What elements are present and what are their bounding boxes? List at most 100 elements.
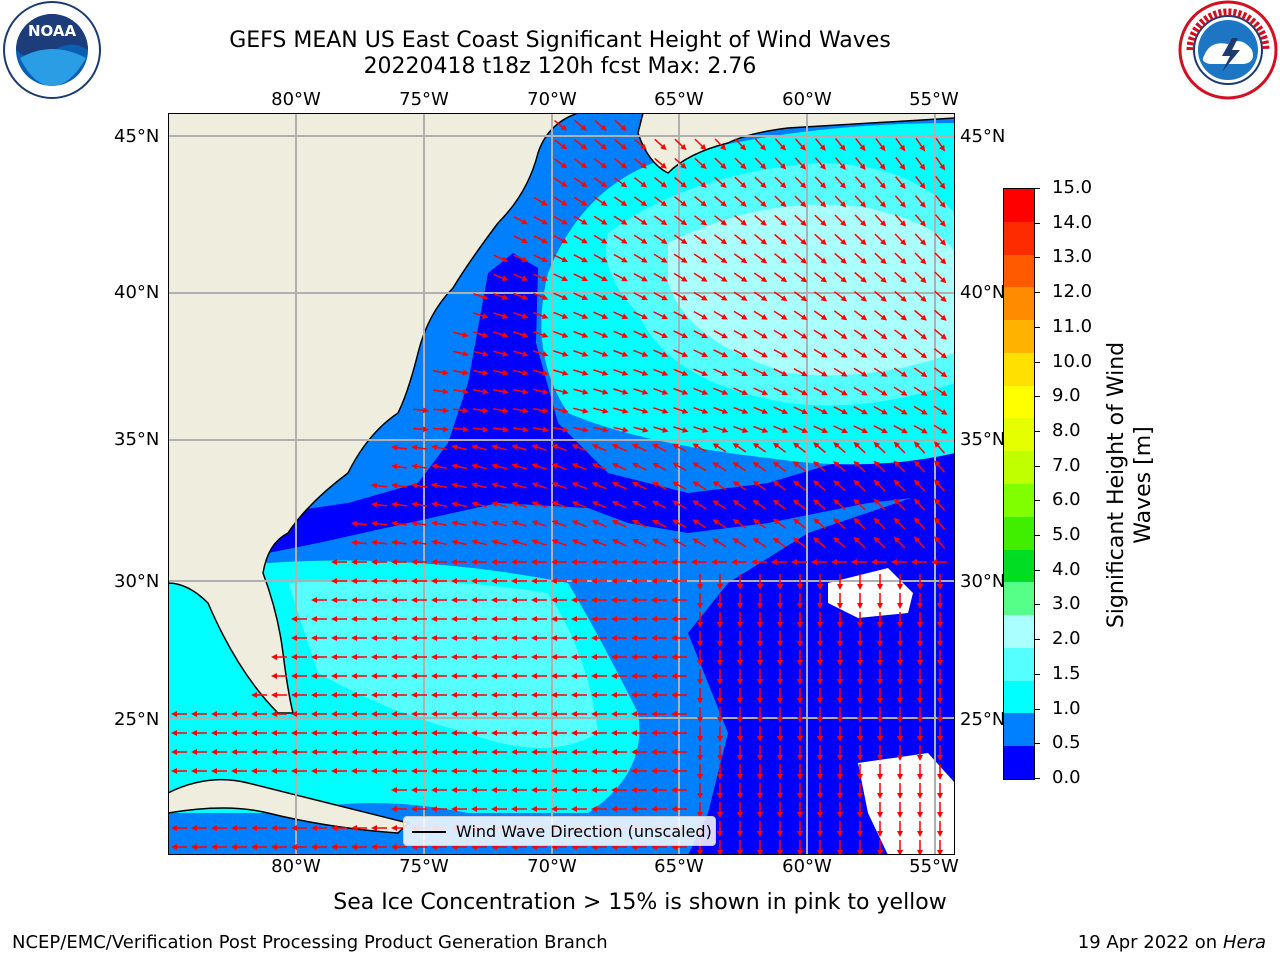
wave-direction-arrow [893,517,906,530]
wave-direction-arrow [875,157,886,171]
wave-direction-arrow [793,406,809,414]
footer-date: 19 Apr 2022 on Hera [1078,932,1266,953]
lon-label-bottom: 55°W [909,856,959,877]
colorbar-tick [1034,222,1040,224]
wave-direction-arrow [794,233,807,245]
wave-direction-arrow [934,479,946,492]
wave-direction-arrow [913,367,928,378]
wave-direction-arrow [753,387,769,395]
wave-direction-arrow [411,520,428,527]
wave-direction-arrow [553,215,568,225]
wave-direction-arrow [593,407,609,414]
wave-direction-arrow [512,407,529,414]
wave-direction-arrow [553,177,568,188]
wave-direction-arrow [733,368,749,376]
wave-direction-arrow [593,158,608,169]
wave-direction-arrow [653,253,668,263]
colorbar-segment [1004,746,1034,779]
wave-direction-arrow [674,138,687,151]
wave-direction-arrow [473,426,489,433]
wave-direction-arrow [733,310,748,320]
wave-direction-arrow [693,387,709,395]
wave-direction-arrow [934,460,946,473]
wave-direction-arrow [693,349,709,357]
wave-direction-arrow [533,330,549,338]
wave-direction-arrow [913,441,926,454]
wave-direction-arrow [794,253,807,264]
wave-direction-arrow [853,310,868,321]
wave-direction-arrow [834,195,847,208]
wave-direction-arrow [611,520,627,528]
wave-direction-arrow [673,368,689,376]
wave-direction-arrow [774,253,788,264]
wave-direction-arrow [652,519,667,528]
wave-direction-arrow [431,482,448,489]
wave-direction-arrow [633,292,648,301]
wave-direction-arrow [773,348,788,358]
wave-direction-arrow [391,501,407,508]
wave-direction-arrow [573,369,589,376]
wave-direction-arrow [692,481,707,491]
wave-direction-arrow [553,369,569,376]
wave-direction-arrow [753,253,768,264]
wave-direction-arrow [692,462,707,472]
wave-direction-arrow [813,480,826,492]
wave-direction-arrow [493,312,509,319]
wave-direction-arrow [893,498,906,511]
wave-direction-arrow [934,271,947,284]
wave-direction-arrow [813,367,828,377]
wave-direction-arrow [633,253,648,263]
wave-direction-arrow [533,369,549,376]
wave-direction-arrow [853,386,868,396]
wave-direction-arrow [934,309,947,321]
wave-direction-arrow [813,518,826,530]
wave-direction-arrow [652,462,667,471]
wave-direction-arrow [753,349,768,358]
wave-direction-arrow [533,235,548,244]
wave-direction-arrow [753,425,769,433]
wave-direction-arrow [631,500,647,509]
wave-direction-arrow [673,311,688,320]
wave-direction-arrow [411,463,428,470]
wave-direction-arrow [673,272,688,282]
wave-direction-arrow [752,537,767,548]
wave-direction-arrow [792,499,806,510]
wave-direction-arrow [674,196,688,207]
wave-direction-arrow [914,252,927,265]
wave-direction-arrow [693,253,708,264]
land-cuba [168,778,410,834]
lat-label-right: 30°N [960,571,1006,592]
wave-direction-arrow [713,272,728,282]
wave-direction-arrow [693,368,709,376]
wave-direction-arrow [793,291,808,302]
wave-direction-arrow [652,443,667,452]
footer-host: Hera [1222,932,1266,953]
wave-direction-arrow [813,291,828,302]
wave-direction-arrow [833,386,848,396]
wave-direction-arrow [633,388,649,395]
wave-direction-arrow [613,388,629,395]
wave-direction-arrow [794,195,807,208]
colorbar-tick [1034,396,1040,398]
wave-direction-arrow [732,461,747,472]
wave-direction-arrow [531,463,547,470]
wave-direction-arrow [653,387,669,395]
footer-credit: NCEP/EMC/Verification Post Processing Pr… [12,932,608,953]
wave-direction-arrow [452,407,469,414]
wave-direction-arrow [513,369,529,376]
wave-direction-arrow [914,195,926,208]
lat-label-right: 45°N [960,126,1006,147]
wave-direction-arrow [693,272,708,282]
wave-direction-arrow [713,406,729,414]
wave-direction-arrow [491,539,507,546]
colorbar-tick [1034,639,1040,641]
wave-direction-arrow [633,349,649,357]
wave-direction-arrow [734,234,748,245]
wave-direction-arrow [631,462,647,471]
wave-direction-arrow [813,329,828,339]
wave-direction-arrow [613,177,628,188]
wave-direction-arrow [933,405,948,415]
wave-direction-arrow [411,501,428,508]
wave-direction-arrow [611,482,627,490]
wave-direction-arrow [913,460,926,473]
